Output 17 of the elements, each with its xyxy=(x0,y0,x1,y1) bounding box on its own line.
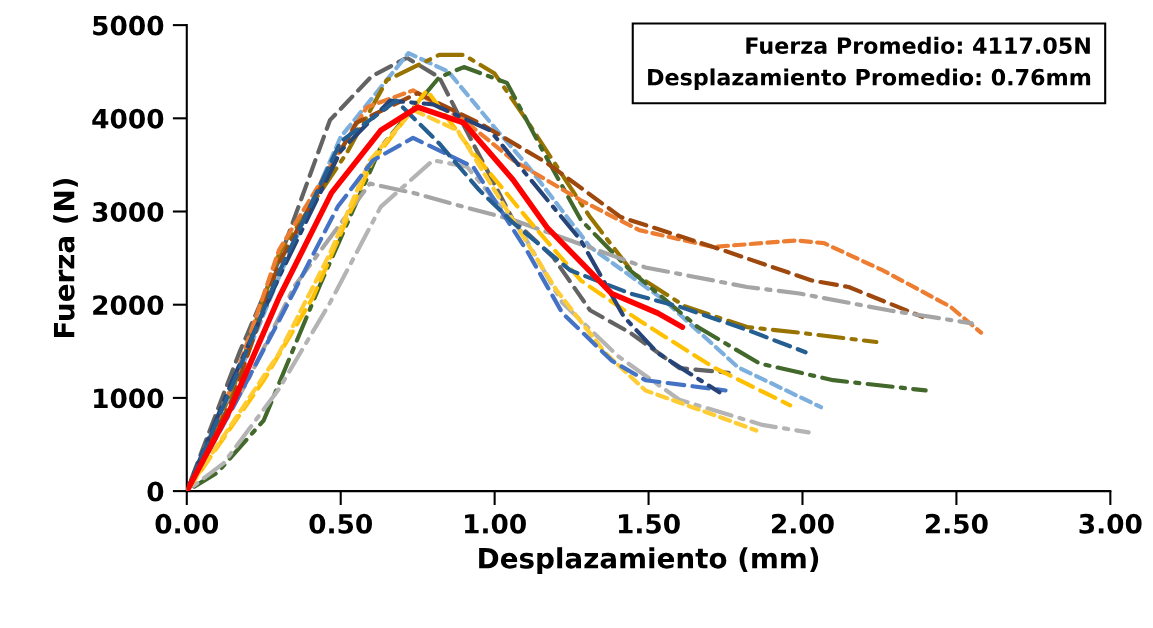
y-tick-label: 4000 xyxy=(92,108,164,129)
x-tick-label: 3.00 xyxy=(1079,513,1142,534)
y-tick-label: 5000 xyxy=(93,15,164,36)
x-tick-label: 0.50 xyxy=(309,513,373,534)
x-tick-label: 2.00 xyxy=(772,513,834,534)
y-tick-label: 0 xyxy=(147,481,164,502)
annotation: Fuerza Promedio: 4117.05N xyxy=(746,36,1090,54)
x-tick-label: 0.00 xyxy=(155,513,219,534)
y-tick-label: 1000 xyxy=(94,388,164,409)
y-axis-title: Fuerza (N) xyxy=(53,178,78,338)
x-tick-label: 2.50 xyxy=(925,513,988,534)
x-tick-label: 1.50 xyxy=(618,513,680,534)
x-axis-title: Desplazamiento (mm) xyxy=(479,547,819,575)
annotation: Desplazamiento Promedio: 0.76mm xyxy=(648,68,1091,90)
x-tick-label: 1.00 xyxy=(465,513,526,534)
y-tick-label: 3000 xyxy=(92,201,164,222)
y-tick-label: 2000 xyxy=(93,295,164,316)
